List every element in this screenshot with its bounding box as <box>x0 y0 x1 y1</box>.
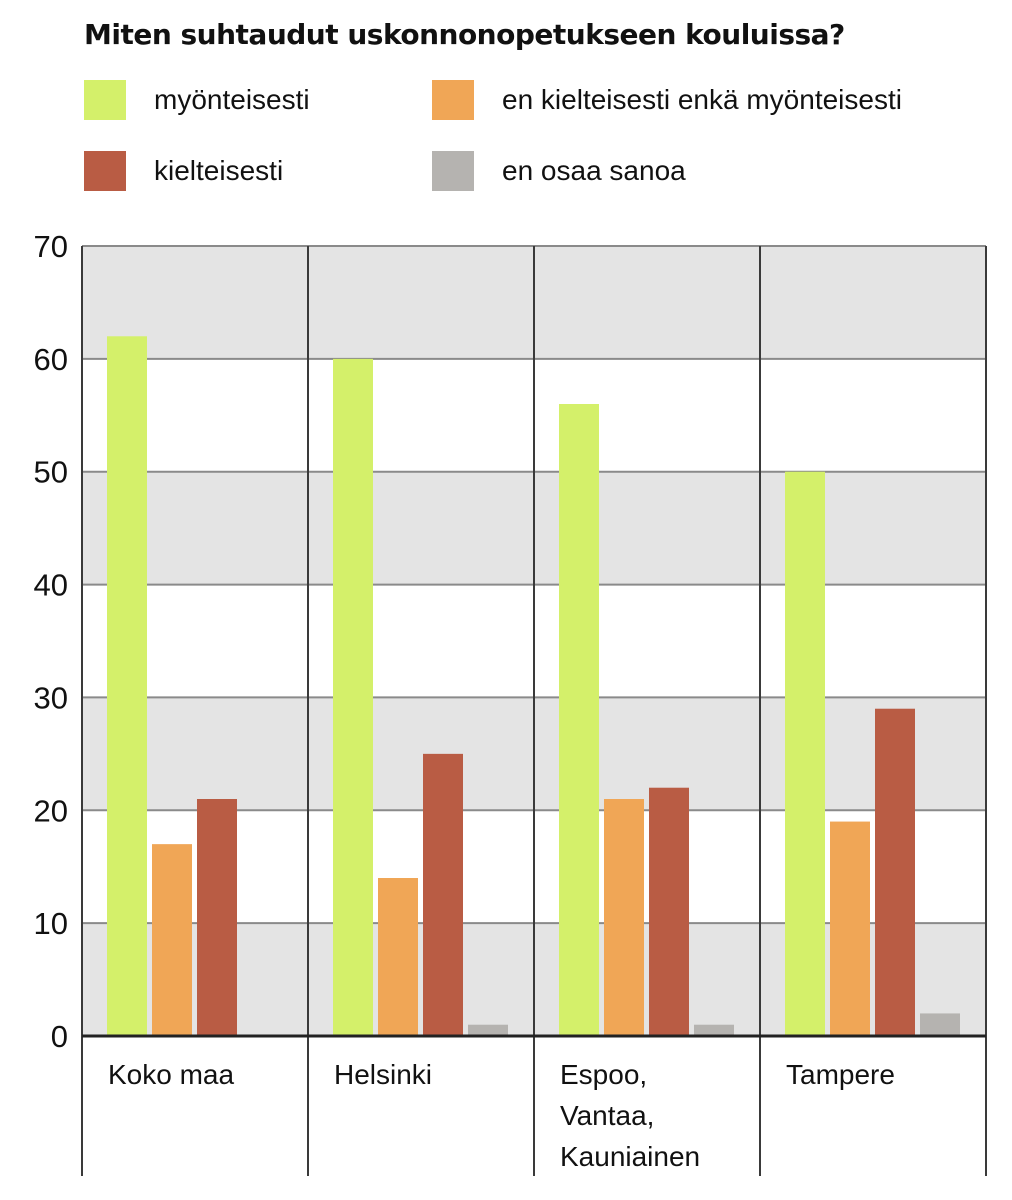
bar <box>378 878 418 1036</box>
y-tick-label: 40 <box>34 568 68 603</box>
y-tick-label: 0 <box>51 1019 68 1054</box>
bar <box>559 404 599 1036</box>
y-tick-label: 60 <box>34 342 68 377</box>
bar <box>107 336 147 1036</box>
legend-label-neutral: en kielteisesti enkä myönteisesti <box>502 84 902 115</box>
bar <box>875 708 915 1036</box>
bar <box>604 799 644 1036</box>
category-label: Tampere <box>786 1059 895 1090</box>
legend-item-dont-know: en osaa sanoa <box>432 151 686 191</box>
bar <box>152 844 192 1036</box>
legend-label-negative: kielteisesti <box>154 155 284 186</box>
bar <box>197 799 237 1036</box>
bar <box>694 1024 734 1036</box>
y-tick-label: 20 <box>34 793 68 828</box>
bar <box>468 1024 508 1036</box>
bar <box>785 471 825 1036</box>
legend-swatch-neutral <box>432 80 474 120</box>
legend-swatch-positive <box>84 80 126 120</box>
legend-label-positive: myönteisesti <box>154 84 310 115</box>
legend-label-dont-know: en osaa sanoa <box>502 155 686 186</box>
y-tick-label: 50 <box>34 455 68 490</box>
category-label: Koko maa <box>108 1059 234 1090</box>
legend-swatch-dont-know <box>432 151 474 191</box>
y-tick-label: 70 <box>34 229 68 264</box>
category-label: Helsinki <box>334 1059 432 1090</box>
bar <box>423 753 463 1036</box>
bar <box>333 358 373 1036</box>
bar <box>920 1013 960 1036</box>
y-tick-label: 30 <box>34 680 68 715</box>
legend-item-positive: myönteisesti <box>84 80 310 120</box>
category-label: Espoo, Vantaa, Kauniainen <box>560 1059 700 1172</box>
y-tick-label: 10 <box>34 906 68 941</box>
bar <box>649 787 689 1036</box>
bar <box>830 821 870 1036</box>
legend-swatch-negative <box>84 151 126 191</box>
legend-item-neutral: en kielteisesti enkä myönteisesti <box>432 80 902 120</box>
legend-item-negative: kielteisesti <box>84 151 283 191</box>
chart-title: Miten suhtaudut uskonnonopetukseen koulu… <box>84 18 845 51</box>
